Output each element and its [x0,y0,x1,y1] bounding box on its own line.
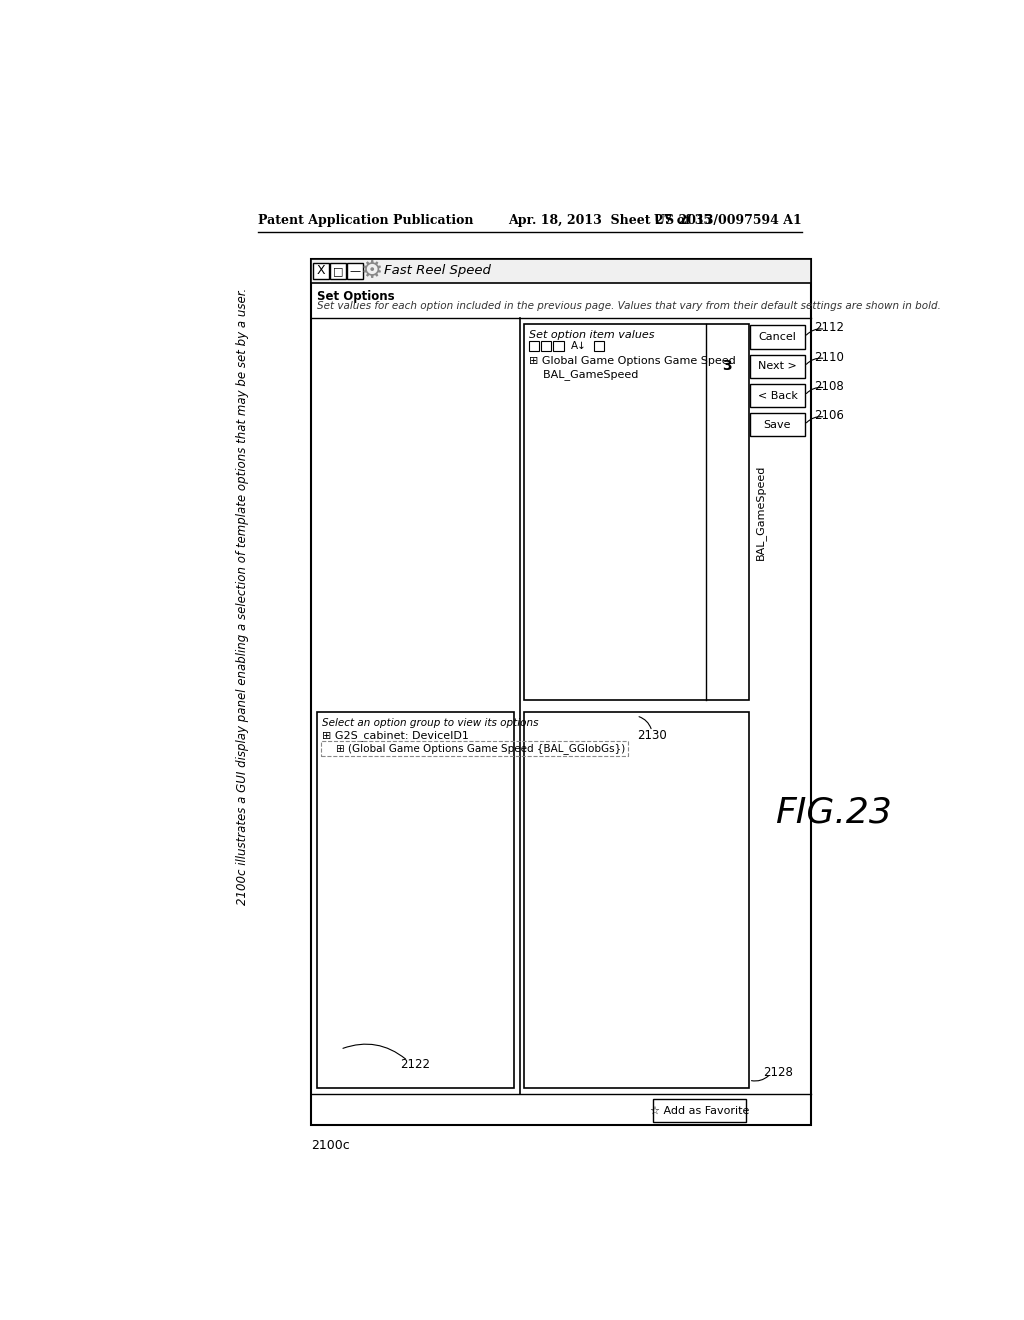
Text: 2100c illustrates a GUI display panel enabling a selection of template options t: 2100c illustrates a GUI display panel en… [237,288,249,906]
Bar [541,341,551,351]
Text: ⚙: ⚙ [360,259,383,282]
Text: 2108: 2108 [814,380,844,393]
Text: BAL_GameSpeed: BAL_GameSpeed [755,465,766,560]
Text: US 2013/0097594 A1: US 2013/0097594 A1 [654,214,802,227]
Text: Set option item values: Set option item values [528,330,654,341]
Bar [347,263,362,279]
Bar [524,323,749,700]
Text: < Back: < Back [758,391,798,400]
Bar [331,263,346,279]
Text: 2106: 2106 [814,409,844,422]
Text: Apr. 18, 2013  Sheet 27 of 35: Apr. 18, 2013 Sheet 27 of 35 [508,214,712,227]
Text: Fast Reel Speed: Fast Reel Speed [384,264,490,277]
Text: ⊞ G2S_cabinet: DeviceID1: ⊞ G2S_cabinet: DeviceID1 [322,730,469,742]
Bar [751,413,805,437]
Bar [554,341,563,351]
Text: FIG.23: FIG.23 [775,796,892,830]
Text: Patent Application Publication: Patent Application Publication [258,214,474,227]
Bar [751,384,805,407]
Bar [313,263,329,279]
Bar [317,711,514,1088]
Text: 2122: 2122 [400,1059,430,1072]
Text: 2110: 2110 [814,351,844,363]
Text: Cancel: Cancel [759,333,797,342]
Text: ⊞ Global Game Options Game Speed: ⊞ Global Game Options Game Speed [528,356,735,366]
Text: Set values for each option included in the previous page. Values that vary from : Set values for each option included in t… [317,301,941,310]
Text: —: — [349,265,360,276]
Text: Set Options: Set Options [317,290,394,304]
Text: 2130: 2130 [637,729,667,742]
Text: ☆ Add as Favorite: ☆ Add as Favorite [650,1106,750,1115]
Text: 2112: 2112 [814,321,844,334]
Text: Save: Save [764,420,792,430]
Text: Select an option group to view its options: Select an option group to view its optio… [322,718,539,729]
Bar [311,259,811,1125]
Text: 2128: 2128 [763,1065,793,1078]
Text: □: □ [333,265,343,276]
Text: A↓: A↓ [570,341,587,351]
Text: Next >: Next > [758,362,797,371]
Bar [594,341,604,351]
Text: 3: 3 [722,359,732,374]
Text: X: X [316,264,326,277]
Text: BAL_GameSpeed: BAL_GameSpeed [528,368,638,380]
Text: ⊞ (Global Game Options Game Speed {BAL_GGlobGs}): ⊞ (Global Game Options Game Speed {BAL_G… [324,743,626,754]
Bar [528,341,539,351]
Bar [311,259,811,284]
Bar [524,711,749,1088]
Bar [653,1100,746,1122]
Bar [751,326,805,348]
Text: 2100c: 2100c [311,1139,349,1151]
Bar [751,355,805,378]
